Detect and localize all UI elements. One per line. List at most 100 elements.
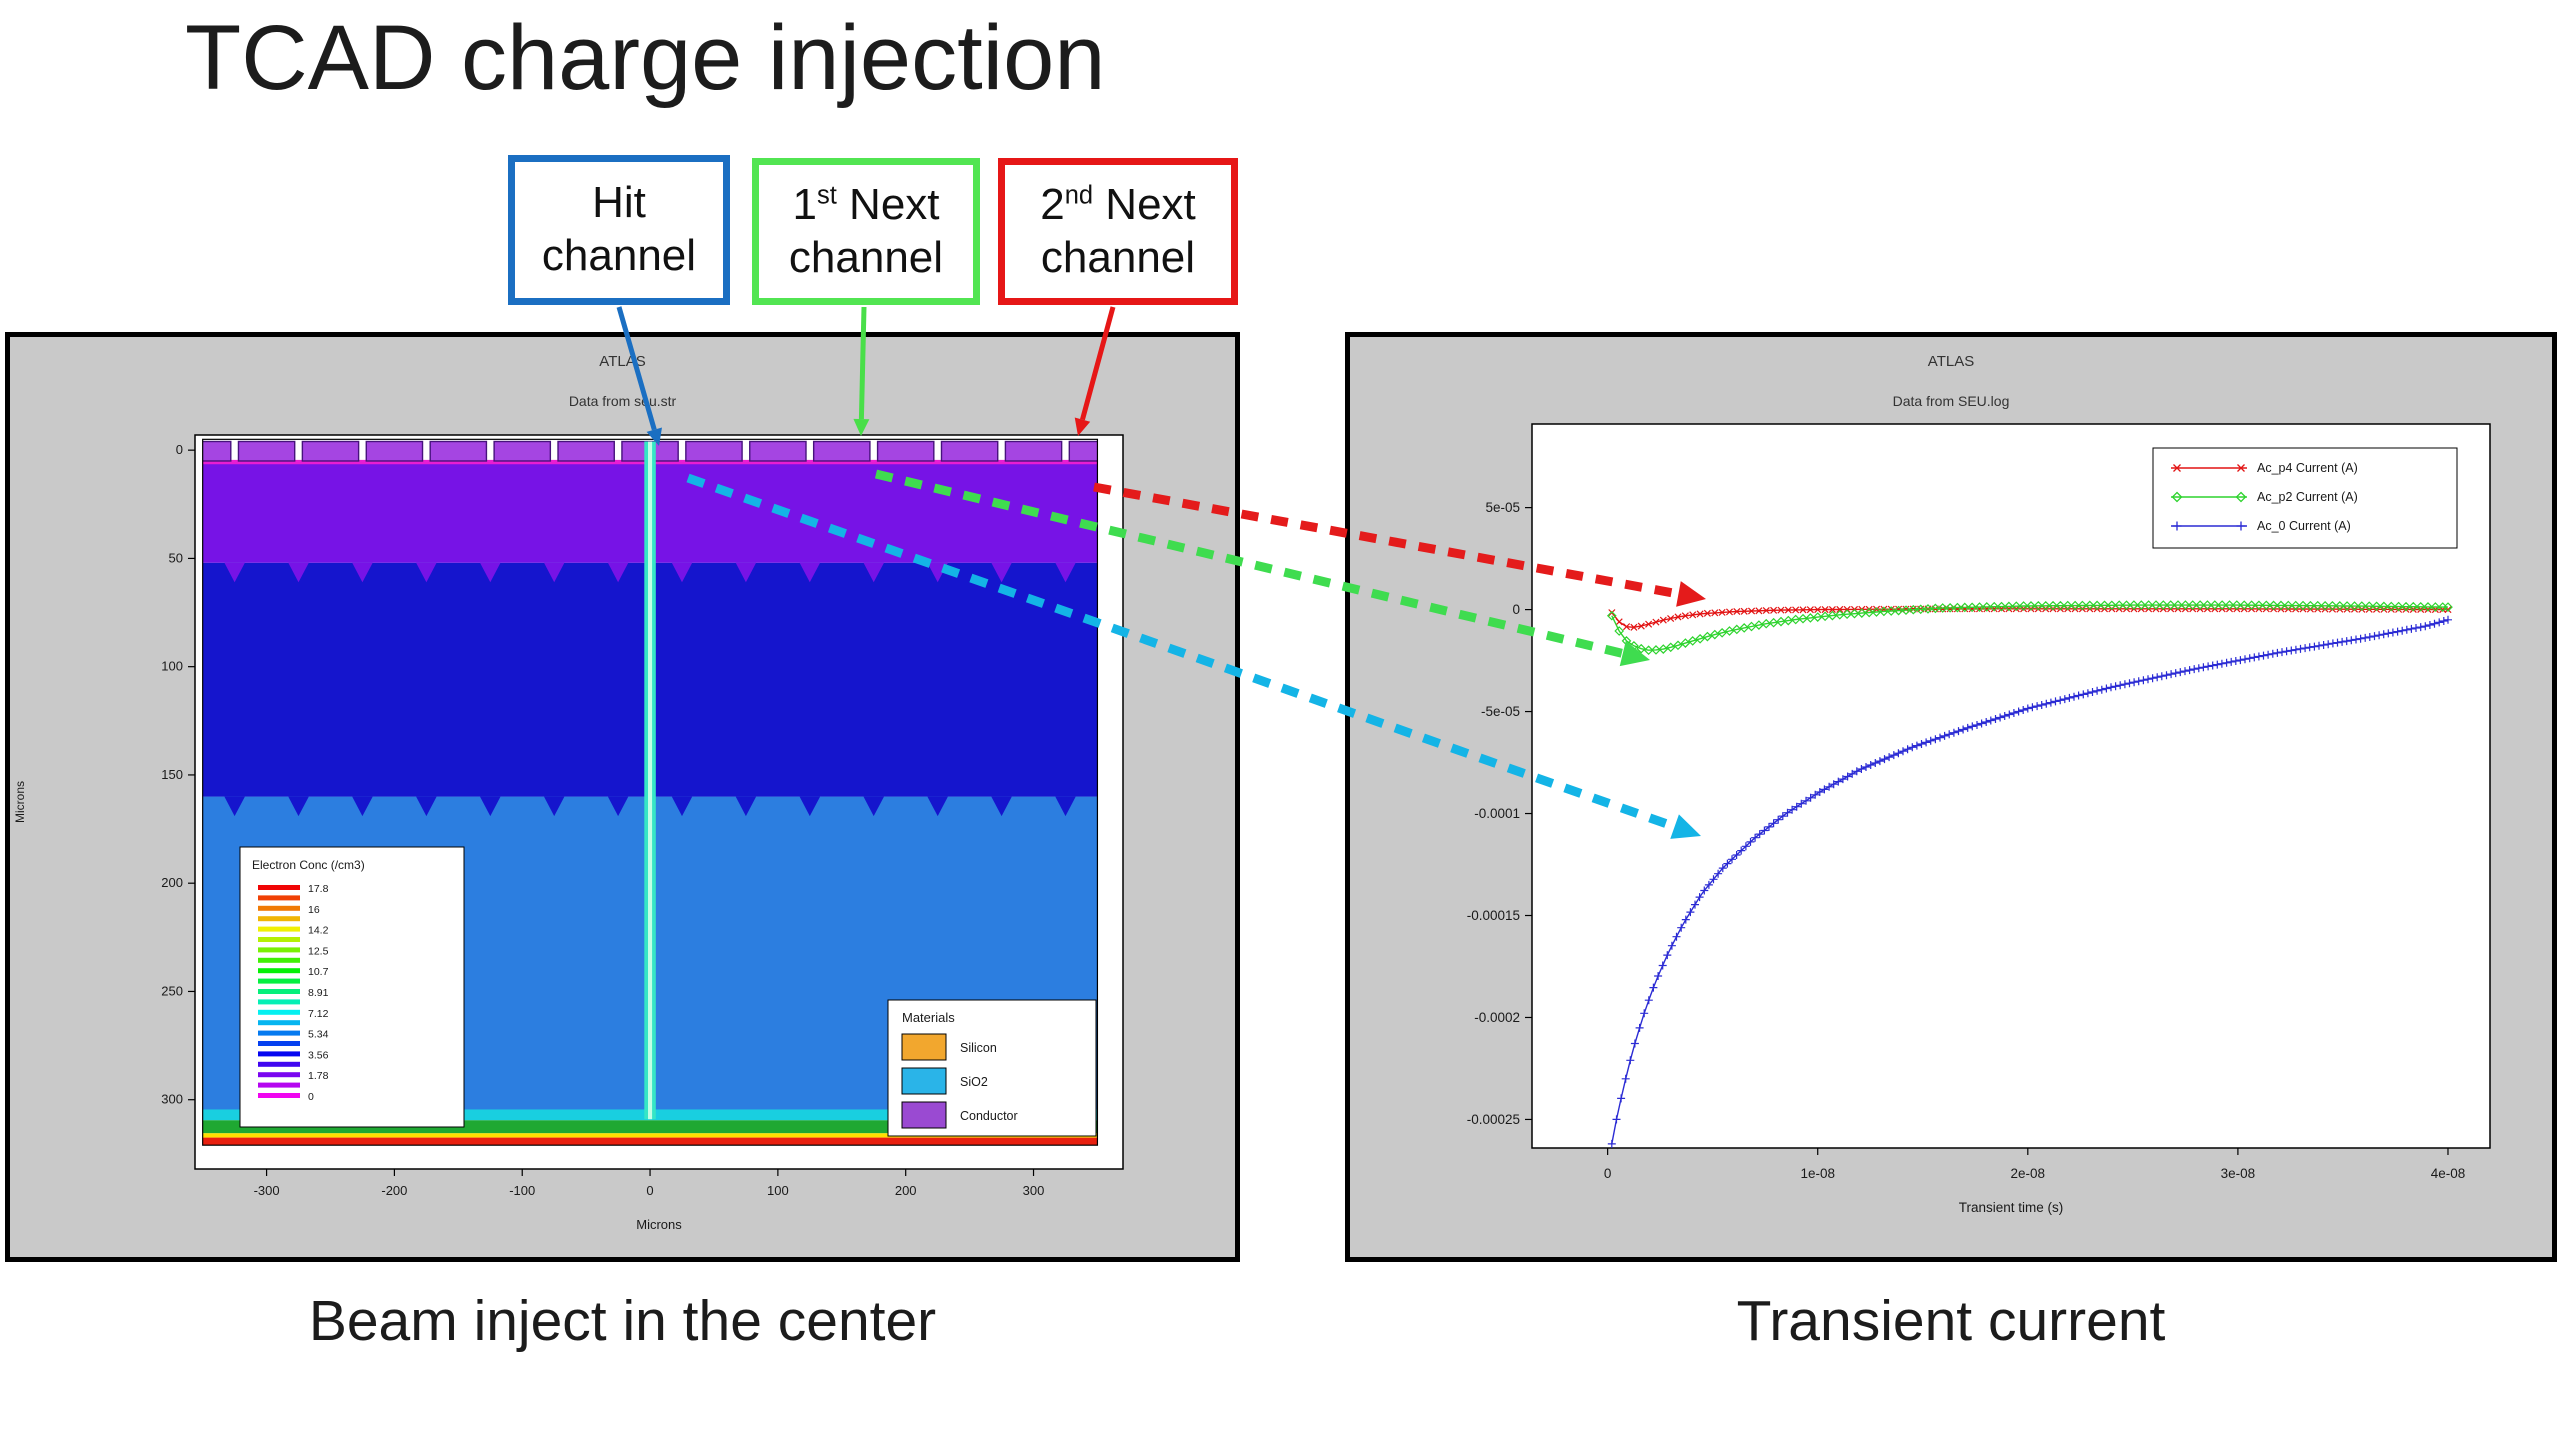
conductor-channel	[429, 440, 488, 462]
legend-label: Ac_p2 Current (A)	[2257, 490, 2358, 504]
colorbar-swatch	[258, 989, 300, 994]
x-tick-label: 3e-08	[2221, 1166, 2256, 1181]
transient-plot-panel: ATLAS Data from SEU.log 5e-05 0 -5e-05 -0.0…	[1345, 332, 2557, 1262]
conductor-channel	[237, 440, 296, 462]
colorbar-value: 10.7	[308, 966, 329, 978]
transient-legend: Ac_p4 Current (A) Ac_p2 Current (A) Ac_0 C…	[2152, 447, 2458, 549]
x-tick-label: 200	[895, 1183, 917, 1198]
conductor-channel	[493, 440, 552, 462]
material-label: Conductor	[960, 1109, 1018, 1123]
right-caption: Transient current	[1736, 1289, 2166, 1353]
y-tick-label: 250	[161, 983, 183, 998]
conductor-channel	[749, 440, 807, 462]
colorbar-swatch	[258, 1082, 300, 1088]
material-label: SiO2	[960, 1075, 988, 1089]
conductor-channel	[557, 440, 615, 462]
colorbar-swatch	[258, 957, 300, 963]
colorbar-swatch	[258, 1041, 300, 1046]
left-caption: Beam inject in the center	[308, 1289, 937, 1353]
curve-ac_p2-current-(a)	[1611, 604, 2448, 651]
y-tick-label: -0.0002	[1474, 1010, 1520, 1025]
y-tick-label: -0.0001	[1474, 806, 1520, 821]
label-text: Next	[836, 179, 940, 229]
material-label: Silicon	[960, 1041, 997, 1055]
x-tick-label: 1e-08	[1800, 1166, 1835, 1181]
transient-plot-subtitle: Data from SEU.log	[1892, 393, 2010, 409]
colorbar-value: 1.78	[308, 1070, 329, 1082]
channel-row	[202, 440, 1098, 462]
hit-channel-label-line1: Hit	[592, 177, 646, 230]
material-swatch-silicon	[901, 1033, 947, 1061]
first-next-label-line2: channel	[788, 232, 944, 282]
colorbar-swatch	[258, 1093, 300, 1098]
x-tick-label: -300	[254, 1183, 280, 1198]
x-axis-label: Microns	[636, 1217, 682, 1232]
label-text: Next	[1093, 179, 1196, 229]
y-tick-label: 0	[1512, 602, 1520, 617]
conductor-channel	[685, 440, 743, 462]
hit-channel-label-line2: channel	[541, 231, 697, 280]
page-title: TCAD charge injection	[185, 7, 1106, 109]
colorbar-swatch	[258, 1030, 300, 1036]
x-tick-label: 2e-08	[2011, 1166, 2046, 1181]
colorbar-swatch	[258, 1009, 300, 1015]
colorbar-swatch	[258, 1020, 300, 1026]
legend-label: Ac_0 Current (A)	[2257, 519, 2351, 533]
colorbar-swatch	[258, 885, 300, 890]
device-plot-panel: ATLAS Data from seu.str 0 50 100 150 200 250 3…	[5, 332, 1240, 1262]
y-tick-label: 50	[169, 550, 183, 565]
colorbar-swatch	[258, 1061, 300, 1067]
colorbar-swatch	[258, 926, 300, 932]
colorbar-swatch	[258, 968, 300, 974]
electron-conc-legend-title: Electron Conc (/cm3)	[252, 858, 365, 872]
x-axis-label: Transient time (s)	[1959, 1200, 2064, 1215]
colorbar-value: 14.2	[308, 925, 329, 937]
x-tick-label: -200	[381, 1183, 407, 1198]
device-axes: 0 50 100 150 200 250 300 -300 -200 -100 0 100 200 300…	[13, 442, 1044, 1232]
y-tick-label: 0	[176, 442, 183, 457]
colorbar-value: 3.56	[308, 1049, 329, 1061]
electron-conc-legend: Electron Conc (/cm3) 17.8 16 14.2 12.5 10.7 8.…	[239, 846, 465, 1128]
second-next-channel-label-box: 2nd Next channel	[998, 158, 1238, 305]
y-tick-label: -0.00015	[1467, 908, 1520, 923]
legend-marker-plus	[2172, 521, 2246, 531]
conductor-channel	[1004, 440, 1063, 462]
colorbar-swatch	[258, 937, 300, 942]
device-plot-title: ATLAS	[599, 353, 646, 370]
device-plot-subtitle: Data from seu.str	[568, 393, 677, 409]
x-tick-label: 0	[1604, 1166, 1612, 1181]
y-axis-label: Microns	[13, 781, 27, 823]
x-tick-label: -100	[509, 1183, 535, 1198]
colorbar-swatch	[258, 947, 300, 953]
label-sup: st	[816, 181, 837, 210]
colorbar-swatch	[258, 1072, 300, 1078]
y-tick-label: 150	[161, 767, 183, 782]
conductor-channel	[202, 440, 232, 462]
conductor-channel	[1068, 440, 1098, 462]
y-tick-label: -0.00025	[1467, 1112, 1520, 1127]
materials-legend: Materials Silicon SiO2 Conductor	[887, 999, 1097, 1137]
colorbar-value: 0	[308, 1091, 314, 1103]
hit-channel-label-box: Hit channel	[508, 155, 730, 305]
material-swatch-sio2	[901, 1067, 947, 1095]
first-next-label-line1: 1st Next	[792, 179, 939, 232]
conductor-channel	[940, 440, 999, 462]
material-swatch-conductor	[901, 1101, 947, 1129]
label-text: 2	[1040, 179, 1065, 229]
legend-label: Ac_p4 Current (A)	[2257, 461, 2358, 475]
colorbar-swatch	[258, 905, 300, 911]
layer-backside-yellow	[202, 1133, 1098, 1138]
x-tick-label: 300	[1023, 1183, 1045, 1198]
colorbar-swatch	[258, 916, 300, 922]
label-sup: nd	[1064, 181, 1094, 210]
y-tick-label: -5e-05	[1481, 704, 1520, 719]
legend-marker-diamond	[2171, 491, 2247, 503]
colorbar-value: 5.34	[308, 1029, 329, 1041]
transient-curves	[1606, 600, 2453, 1148]
colorbar-swatch	[258, 895, 300, 901]
materials-legend-title: Materials	[902, 1010, 955, 1025]
x-tick-label: 100	[767, 1183, 789, 1198]
markers-plus	[1607, 615, 2452, 1148]
second-next-label-line2: channel	[1040, 232, 1196, 282]
